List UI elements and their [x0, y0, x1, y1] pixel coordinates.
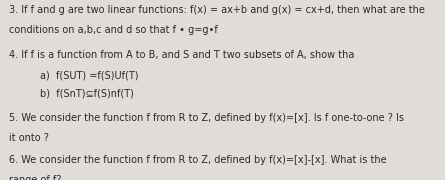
- Text: range of f?: range of f?: [9, 175, 61, 180]
- Text: 6. We consider the function f from R to Z, defined by f(x)=[x]-[x]. What is the: 6. We consider the function f from R to …: [9, 155, 387, 165]
- Text: b)  f(SnT)⊆f(S)nf(T): b) f(SnT)⊆f(S)nf(T): [40, 88, 134, 98]
- Text: 4. If f is a function from A to B, and S and T two subsets of A, show tha: 4. If f is a function from A to B, and S…: [9, 50, 354, 60]
- Text: a)  f(SUT) =f(S)Uf(T): a) f(SUT) =f(S)Uf(T): [40, 70, 138, 80]
- Text: 5. We consider the function f from R to Z, defined by f(x)=[x]. Is f one-to-one : 5. We consider the function f from R to …: [9, 113, 404, 123]
- Text: it onto ?: it onto ?: [9, 133, 49, 143]
- Text: conditions on a,b,c and d so that f • g=g•f: conditions on a,b,c and d so that f • g=…: [9, 25, 218, 35]
- Text: 3. If f and g are two linear functions: f(x) = ax+b and g(x) = cx+d, then what a: 3. If f and g are two linear functions: …: [9, 5, 425, 15]
